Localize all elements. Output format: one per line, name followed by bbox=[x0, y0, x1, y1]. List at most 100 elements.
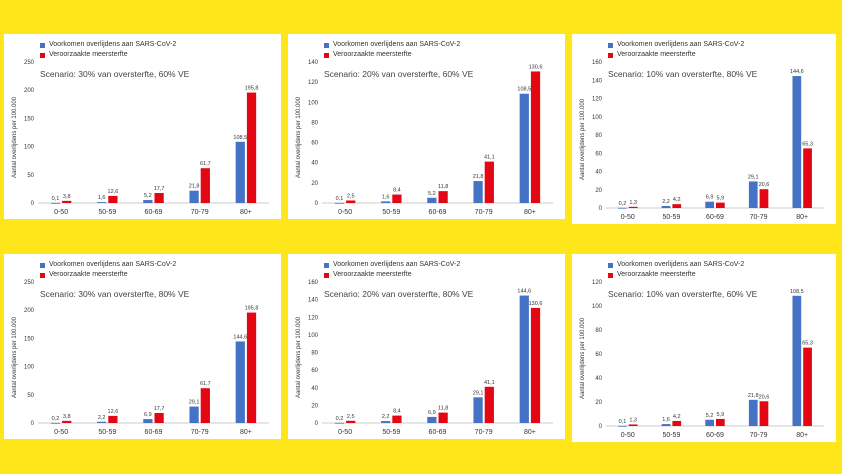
legend-label: Veroorzaakte meersterfte bbox=[333, 51, 412, 58]
legend-label: Voorkomen overlijdens aan SARS-CoV-2 bbox=[617, 261, 745, 268]
bar-voorkomen bbox=[50, 422, 61, 424]
y-tick-label: 50 bbox=[27, 173, 34, 179]
bar-voorkomen bbox=[748, 399, 758, 426]
y-tick-label: 0 bbox=[315, 421, 319, 427]
data-label: 20,6 bbox=[759, 394, 770, 400]
bar-chart: 0 50 100 150 200 250 0,1 3,8 0-50 1,612,6 50-59 5,2… bbox=[24, 60, 269, 216]
bar-voorkomen bbox=[519, 93, 529, 203]
y-tick-label: 80 bbox=[311, 351, 318, 357]
data-label: 12,6 bbox=[108, 189, 119, 195]
x-category-label: 60-69 bbox=[706, 214, 724, 221]
data-label: 5,2 bbox=[144, 193, 152, 199]
data-label: 41,1 bbox=[484, 380, 495, 386]
y-tick-label: 40 bbox=[595, 376, 602, 382]
x-category-label: 50-59 bbox=[98, 209, 116, 216]
x-category-label: 50-59 bbox=[382, 209, 400, 216]
data-label: 0,1 bbox=[336, 196, 344, 202]
bar-meersterfte bbox=[484, 386, 494, 423]
data-label: 1,3 bbox=[629, 200, 637, 206]
y-tick-label: 100 bbox=[592, 304, 603, 310]
bar-meersterfte bbox=[759, 189, 769, 208]
bar-meersterfte bbox=[108, 415, 118, 423]
bar-voorkomen bbox=[519, 295, 529, 423]
data-label: 2,5 bbox=[347, 414, 355, 420]
legend-label: Voorkomen overlijdens aan SARS-CoV-2 bbox=[333, 261, 461, 268]
bar-meersterfte bbox=[672, 204, 682, 208]
legend-item: Veroorzaakte meersterfte bbox=[608, 270, 744, 280]
data-label: 2,5 bbox=[347, 193, 355, 199]
y-tick-label: 120 bbox=[308, 315, 319, 321]
bar-meersterfte bbox=[716, 418, 725, 426]
bar-meersterfte bbox=[628, 424, 638, 426]
legend-item: Voorkomen overlijdens aan SARS-CoV-2 bbox=[608, 40, 744, 50]
legend-swatch bbox=[40, 262, 45, 268]
bar-meersterfte bbox=[438, 412, 448, 423]
chart-panel-3: Voorkomen overlijdens aan SARS-CoV-2 Vero… bbox=[572, 34, 836, 224]
bar-meersterfte bbox=[803, 148, 812, 208]
bar-voorkomen bbox=[618, 425, 627, 427]
data-label: 8,4 bbox=[393, 409, 401, 415]
data-label: 4,2 bbox=[673, 414, 681, 420]
x-category-label: 80+ bbox=[524, 429, 536, 436]
legend-swatch bbox=[40, 52, 45, 58]
data-label: 5,9 bbox=[717, 196, 725, 202]
legend-swatch bbox=[324, 262, 329, 268]
y-tick-label: 120 bbox=[592, 97, 603, 103]
bar-chart: 0 20 40 60 80 100 120 0,1 1,3 0-50 1,64,2 50-59 5,2 5… bbox=[592, 280, 824, 439]
y-tick-label: 140 bbox=[308, 298, 319, 304]
y-tick-label: 200 bbox=[24, 308, 35, 314]
chart-panel-5: Voorkomen overlijdens aan SARS-CoV-2 Vero… bbox=[288, 254, 565, 439]
bar-meersterfte bbox=[62, 420, 72, 423]
bar-meersterfte bbox=[246, 92, 257, 203]
data-label: 65,3 bbox=[802, 141, 813, 147]
bar-meersterfte bbox=[346, 200, 356, 203]
x-category-label: 80+ bbox=[240, 209, 252, 216]
legend-swatch bbox=[40, 42, 45, 48]
bar-voorkomen bbox=[97, 421, 107, 423]
y-tick-label: 0 bbox=[599, 206, 603, 212]
bar-voorkomen bbox=[792, 76, 802, 208]
data-label: 144,6 bbox=[790, 69, 804, 75]
x-category-label: 80+ bbox=[240, 429, 252, 436]
data-label: 61,7 bbox=[200, 161, 211, 167]
bar-voorkomen bbox=[661, 205, 671, 208]
data-label: 0,1 bbox=[619, 419, 627, 425]
bar-meersterfte bbox=[672, 420, 682, 426]
legend-label: Veroorzaakte meersterfte bbox=[617, 271, 696, 278]
data-label: 2,2 bbox=[382, 414, 390, 420]
scenario-label: Scenario: 20% van oversterfte, 80% VE bbox=[324, 289, 474, 299]
x-category-label: 0-50 bbox=[54, 429, 68, 436]
x-category-label: 0-50 bbox=[54, 209, 68, 216]
data-label: 0,2 bbox=[619, 201, 627, 207]
legend-item: Voorkomen overlijdens aan SARS-CoV-2 bbox=[40, 40, 176, 50]
bar-meersterfte bbox=[62, 200, 72, 203]
scenario-label: Scenario: 10% van oversterfte, 60% VE bbox=[608, 289, 758, 299]
legend-label: Voorkomen overlijdens aan SARS-CoV-2 bbox=[49, 41, 177, 48]
legend: Voorkomen overlijdens aan SARS-CoV-2 Vero… bbox=[608, 260, 744, 280]
data-label: 20,6 bbox=[759, 182, 770, 188]
y-tick-label: 160 bbox=[308, 280, 319, 286]
y-tick-label: 120 bbox=[308, 80, 319, 86]
x-category-label: 0-50 bbox=[338, 209, 352, 216]
bar-meersterfte bbox=[108, 195, 118, 203]
data-label: 144,6 bbox=[517, 289, 531, 295]
bar-voorkomen bbox=[792, 295, 802, 426]
scenario-label: Scenario: 30% van oversterfte, 60% VE bbox=[40, 69, 190, 79]
legend-item: Veroorzaakte meersterfte bbox=[608, 50, 744, 60]
bar-meersterfte bbox=[246, 312, 257, 423]
scenario-label: Scenario: 20% van oversterfte, 60% VE bbox=[324, 69, 474, 79]
data-label: 1,3 bbox=[629, 417, 637, 423]
data-label: 29,1 bbox=[473, 390, 484, 396]
data-label: 17,7 bbox=[154, 406, 165, 412]
x-category-label: 60-69 bbox=[145, 429, 163, 436]
legend-swatch bbox=[324, 52, 329, 58]
legend: Voorkomen overlijdens aan SARS-CoV-2 Vero… bbox=[324, 260, 460, 280]
x-category-label: 0-50 bbox=[621, 432, 635, 439]
data-label: 195,8 bbox=[245, 86, 259, 92]
data-label: 21,8 bbox=[748, 393, 759, 399]
data-label: 0,2 bbox=[52, 416, 60, 422]
bar-voorkomen bbox=[189, 406, 199, 423]
bar-voorkomen bbox=[334, 422, 345, 424]
scenario-label: Scenario: 10% van oversterfte, 80% VE bbox=[608, 69, 758, 79]
y-tick-label: 100 bbox=[592, 115, 603, 121]
